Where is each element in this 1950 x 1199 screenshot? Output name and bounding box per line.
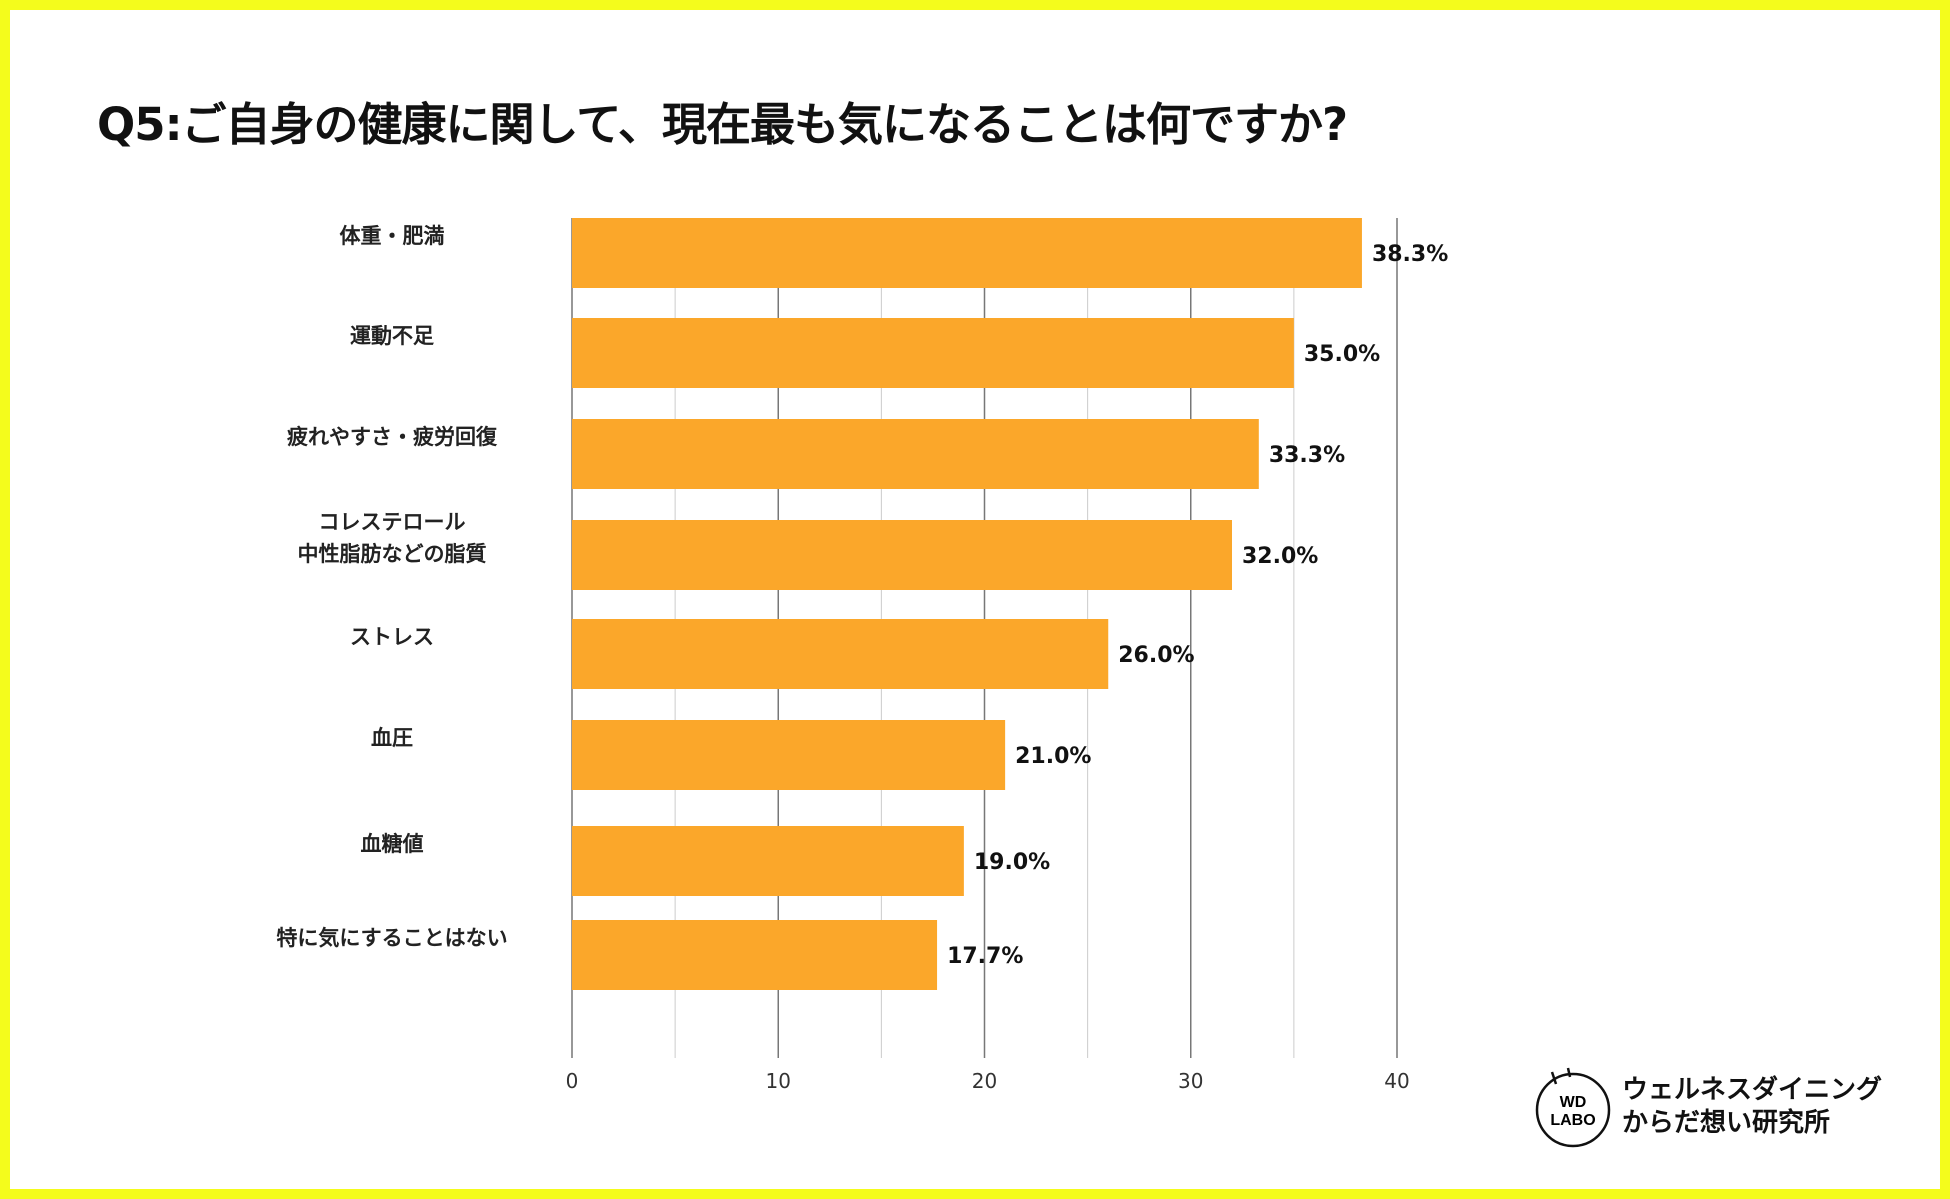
chart-frame bbox=[10, 10, 1940, 1189]
bar bbox=[572, 520, 1232, 590]
bar bbox=[572, 826, 964, 896]
bar bbox=[572, 920, 938, 990]
data-label: 32.0% bbox=[1242, 544, 1318, 569]
data-label: 21.0% bbox=[1015, 744, 1091, 769]
logo-line2: からだ想い研究所 bbox=[1622, 1108, 1831, 1138]
x-tick-label: 0 bbox=[566, 1069, 579, 1093]
x-tick-label: 20 bbox=[972, 1069, 997, 1093]
bar bbox=[572, 218, 1362, 288]
data-label: 26.0% bbox=[1118, 643, 1194, 668]
chart-title: Q5:ご自身の健康に関して、現在最も気になることは何ですか? bbox=[97, 98, 1348, 151]
bar bbox=[572, 318, 1294, 388]
bar bbox=[572, 720, 1006, 790]
data-label: 19.0% bbox=[974, 850, 1050, 875]
bar bbox=[572, 619, 1109, 689]
data-label: 35.0% bbox=[1304, 342, 1380, 367]
data-label: 17.7% bbox=[947, 944, 1023, 969]
category-label: 特に気にすることはない bbox=[276, 926, 507, 950]
x-tick-label: 30 bbox=[1178, 1069, 1203, 1093]
category-label: コレステロール中性脂肪などの脂質 bbox=[298, 510, 487, 566]
bar bbox=[572, 419, 1259, 489]
category-label: ストレス bbox=[350, 625, 434, 649]
x-tick-label: 40 bbox=[1384, 1069, 1409, 1093]
logo: WD LABO ウェルネスダイニング からだ想い研究所 bbox=[1530, 1050, 1930, 1160]
logo-mark-icon: WD LABO bbox=[1535, 1067, 1611, 1148]
data-label: 38.3% bbox=[1372, 242, 1448, 267]
logo-mark-wd: WD bbox=[1560, 1094, 1587, 1111]
x-tick-label: 10 bbox=[766, 1069, 791, 1093]
data-label: 33.3% bbox=[1269, 443, 1345, 468]
logo-line1: ウェルネスダイニング bbox=[1622, 1075, 1883, 1105]
category-label: 疲れやすさ・疲労回復 bbox=[287, 425, 498, 449]
category-label: 血糖値 bbox=[361, 832, 424, 856]
category-label: 体重・肥満 bbox=[340, 224, 445, 248]
category-label: 血圧 bbox=[371, 726, 413, 750]
logo-mark-labo: LABO bbox=[1550, 1112, 1595, 1129]
category-label: 運動不足 bbox=[350, 324, 434, 348]
